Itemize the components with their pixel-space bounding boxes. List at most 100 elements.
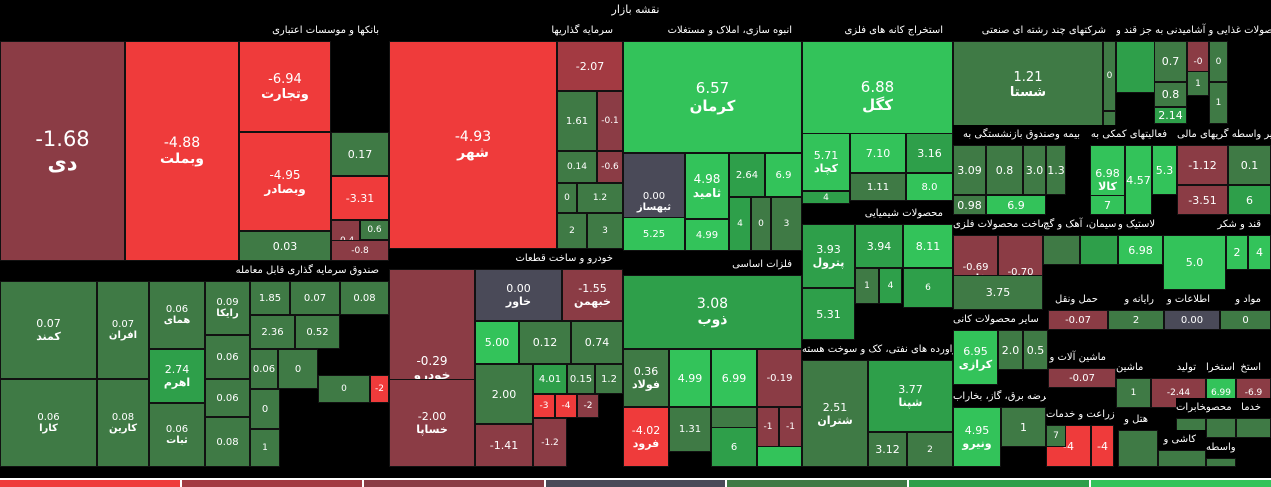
symbol-tile[interactable]: 4.95 ونیرو [953, 407, 1001, 467]
symbol-tile[interactable]: 0.6 [360, 220, 389, 240]
symbol-tile[interactable] [1206, 418, 1236, 438]
symbol-tile[interactable]: 2 [907, 432, 953, 467]
symbol-tile[interactable]: 3.93 پترول [802, 224, 855, 288]
symbol-tile[interactable]: 6.98 [1118, 235, 1163, 265]
symbol-tile[interactable]: -1 [779, 407, 802, 447]
symbol-tile[interactable]: 6.95 کرازی [953, 330, 998, 385]
symbol-tile[interactable]: 3.75 [953, 275, 1043, 310]
symbol-tile[interactable]: 6 [711, 427, 757, 467]
symbol-tile[interactable]: -1.55 خبهمن [562, 269, 623, 321]
symbol-tile[interactable]: 4.01 [533, 364, 567, 394]
symbol-tile[interactable]: 4 [1248, 235, 1271, 270]
symbol-tile[interactable]: 6 [1228, 185, 1271, 215]
symbol-tile[interactable]: 0.06 کارا [0, 379, 97, 467]
symbol-tile[interactable]: 4.99 [669, 349, 711, 407]
symbol-tile[interactable]: 0.08 [340, 281, 389, 315]
symbol-tile[interactable]: 2.51 شتران [802, 360, 868, 467]
symbol-tile[interactable]: 0.7 [1154, 41, 1187, 82]
symbol-tile[interactable]: 0.98 [953, 195, 986, 215]
symbol-tile[interactable]: 5.31 [802, 288, 855, 340]
symbol-tile[interactable]: 1.2 [577, 183, 623, 213]
symbol-tile[interactable]: 1.3 [1046, 145, 1066, 195]
symbol-tile[interactable]: 0.00 خاور [475, 269, 562, 321]
symbol-tile[interactable] [1080, 235, 1118, 265]
symbol-tile[interactable]: 1 [855, 268, 879, 304]
symbol-tile[interactable]: 0.08 کارین [97, 379, 149, 467]
symbol-tile[interactable]: 3.12 [868, 432, 907, 467]
symbol-tile[interactable]: 0.52 [295, 315, 340, 349]
symbol-tile[interactable]: 1.11 [850, 173, 906, 201]
symbol-tile[interactable] [1118, 430, 1158, 467]
symbol-tile[interactable]: -1.12 [1177, 145, 1228, 185]
symbol-tile[interactable]: -0.07 [1048, 368, 1116, 388]
symbol-tile[interactable]: 6 [903, 268, 953, 308]
symbol-tile[interactable]: 2.36 [250, 315, 295, 349]
symbol-tile[interactable] [1236, 418, 1271, 438]
symbol-tile[interactable]: -4.02 فرود [623, 407, 669, 467]
symbol-tile[interactable]: 0.15 [567, 364, 595, 394]
symbol-tile[interactable]: 6.9 [986, 195, 1046, 215]
symbol-tile[interactable]: 3 [771, 197, 802, 251]
symbol-tile[interactable]: 0.1 [1228, 145, 1271, 185]
symbol-tile[interactable]: 4 [729, 197, 751, 251]
symbol-tile[interactable]: 0.09 رایکا [205, 281, 250, 335]
symbol-tile[interactable]: 3.0 [1023, 145, 1046, 195]
symbol-tile[interactable]: 0.07 افران [97, 281, 149, 379]
symbol-tile[interactable]: -6.94 وتجارت [239, 41, 331, 132]
symbol-tile[interactable]: 0 [1103, 41, 1116, 111]
symbol-tile[interactable]: 2 [1108, 310, 1164, 330]
symbol-tile[interactable]: 3.08 ذوب [623, 275, 802, 349]
symbol-tile[interactable]: -4 [1091, 425, 1114, 467]
symbol-tile[interactable]: 7.10 [850, 133, 906, 173]
symbol-tile[interactable] [1043, 235, 1080, 265]
symbol-tile[interactable]: 0.06 ثبات [149, 403, 205, 467]
symbol-tile[interactable]: 4 [802, 191, 850, 204]
symbol-tile[interactable]: 5.00 [475, 321, 519, 364]
symbol-tile[interactable]: -2 [370, 375, 389, 403]
symbol-tile[interactable]: 5.3 [1152, 145, 1177, 195]
symbol-tile[interactable]: 0.06 [205, 379, 250, 417]
symbol-tile[interactable]: -3 [533, 394, 555, 418]
symbol-tile[interactable]: 7 [1090, 195, 1125, 215]
symbol-tile[interactable]: 0.07 [290, 281, 340, 315]
symbol-tile[interactable]: 2.0 [998, 330, 1023, 370]
symbol-tile[interactable]: -1 [757, 407, 779, 447]
symbol-tile[interactable]: 0.17 [331, 132, 389, 176]
symbol-tile[interactable]: 8.11 [903, 224, 953, 268]
symbol-tile[interactable]: 2 [1226, 235, 1248, 270]
symbol-tile[interactable]: -1.68 دی [0, 41, 125, 261]
symbol-tile[interactable]: 0.8 [986, 145, 1023, 195]
symbol-tile[interactable]: 5.0 [1163, 235, 1226, 290]
symbol-tile[interactable]: -4.95 وبصادر [239, 132, 331, 231]
symbol-tile[interactable]: 6.9 [765, 153, 802, 197]
symbol-tile[interactable]: -2 [577, 394, 599, 418]
symbol-tile[interactable]: 5.25 [623, 217, 685, 251]
symbol-tile[interactable]: 0.06 [205, 335, 250, 379]
symbol-tile[interactable]: 5.71 کچاد [802, 133, 850, 191]
symbol-tile[interactable]: 1.21 شستا [953, 41, 1103, 128]
symbol-tile[interactable]: -0.1 [597, 91, 623, 151]
symbol-tile[interactable]: 0 [250, 389, 280, 429]
symbol-tile[interactable]: -0.07 [1048, 310, 1108, 330]
symbol-tile[interactable]: -4.88 وبملت [125, 41, 239, 261]
symbol-tile[interactable]: 6.88 کگل [802, 41, 953, 151]
symbol-tile[interactable]: -0.8 [331, 240, 389, 261]
symbol-tile[interactable]: 4 [879, 268, 902, 304]
symbol-tile[interactable]: -0.6 [597, 151, 623, 183]
symbol-tile[interactable]: 6.57 کرمان [623, 41, 802, 153]
symbol-tile[interactable]: 1 [1187, 71, 1209, 96]
symbol-tile[interactable]: 1 [250, 429, 280, 467]
symbol-tile[interactable]: 0 [1220, 310, 1271, 330]
symbol-tile[interactable]: 4.99 [685, 219, 729, 251]
symbol-tile[interactable]: -3.51 [1177, 185, 1228, 215]
symbol-tile[interactable]: 2.14 [1154, 107, 1187, 124]
symbol-tile[interactable]: 0.12 [519, 321, 571, 364]
symbol-tile[interactable]: 0.07 کمند [0, 281, 97, 379]
symbol-tile[interactable]: 0 [1209, 41, 1228, 82]
symbol-tile[interactable]: 1.61 [557, 91, 597, 151]
symbol-tile[interactable]: 0.06 همای [149, 281, 205, 349]
symbol-tile[interactable]: 2.00 [475, 364, 533, 424]
symbol-tile[interactable]: 0.14 [557, 151, 597, 183]
symbol-tile[interactable]: 4.98 ثامید [685, 153, 729, 219]
symbol-tile[interactable]: -0.19 [757, 349, 802, 407]
